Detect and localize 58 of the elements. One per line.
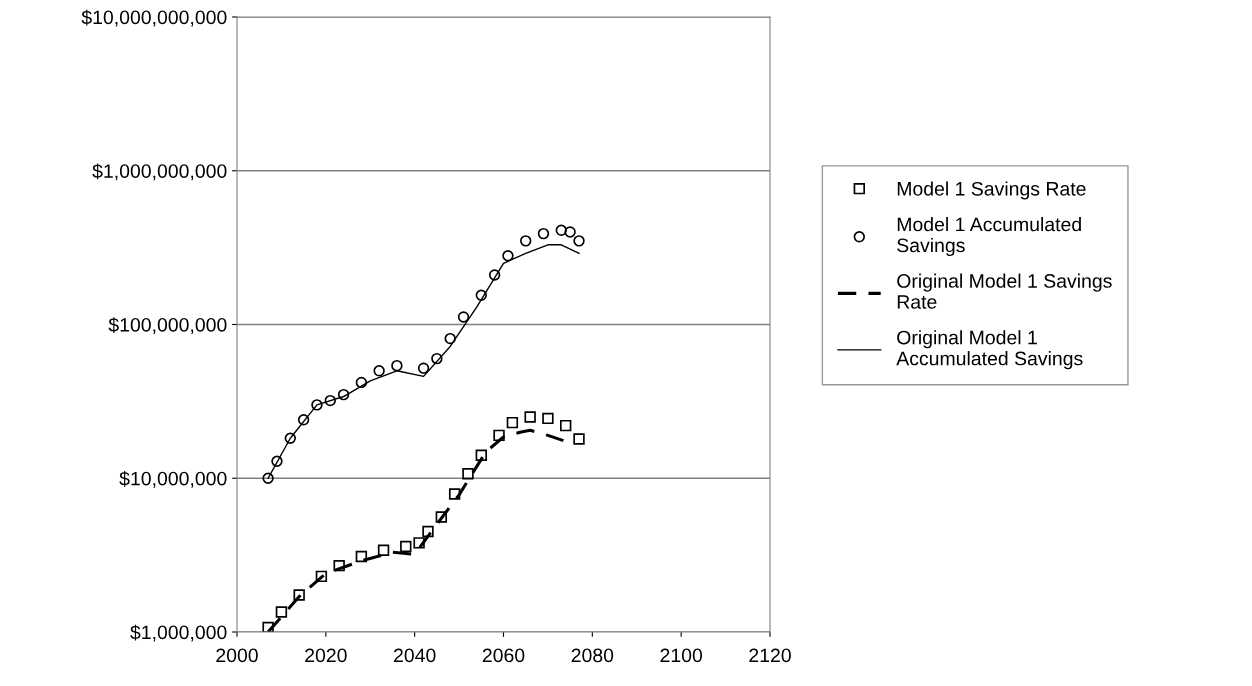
point [462, 468, 474, 480]
point [337, 388, 350, 401]
x-tick-label: 2020 [305, 648, 347, 663]
x-tick-label: 2100 [660, 648, 703, 663]
point [422, 525, 434, 538]
y-tick-label: $1,000,000 [130, 624, 227, 642]
point [524, 411, 536, 423]
point [400, 540, 412, 553]
legend-label: Original Model 1 Accumulated Savings [896, 330, 1083, 370]
point [431, 352, 443, 365]
point [297, 414, 310, 426]
point [275, 606, 288, 618]
legend-label: Model 1 Savings Rate [897, 181, 1086, 200]
point [475, 289, 487, 301]
point [324, 394, 336, 407]
y-tick-label: $10,000,000,000 [81, 9, 227, 27]
point [573, 433, 585, 445]
point [311, 399, 323, 411]
point [506, 416, 519, 429]
point [564, 226, 576, 238]
point [391, 359, 403, 372]
point [262, 472, 274, 484]
point [377, 544, 390, 556]
point [520, 235, 532, 247]
x-tick-label: 2060 [482, 648, 525, 663]
legend-label: Model 1 Accumulated Savings [897, 217, 1081, 257]
point [493, 429, 505, 442]
x-tick-label: 2080 [571, 648, 614, 663]
point [333, 559, 345, 572]
point [542, 412, 554, 425]
legend-label: Original Model 1 Savings Rate [897, 273, 1112, 309]
point [262, 621, 274, 632]
point [355, 376, 368, 389]
y-tick-label: $100,000,000 [108, 317, 227, 335]
point [284, 432, 296, 444]
point [435, 511, 448, 523]
point [559, 419, 572, 432]
point [315, 570, 328, 583]
point [355, 550, 368, 563]
y-tick-label: $1,000,000,000 [92, 163, 227, 181]
y-tick-label: $10,000,000 [119, 470, 227, 488]
x-tick-label: 2120 [749, 648, 791, 663]
point [537, 227, 550, 240]
point [502, 250, 514, 262]
point [457, 311, 470, 323]
point [448, 488, 461, 500]
point [488, 269, 501, 281]
point [417, 362, 430, 374]
x-tick-label: 2040 [394, 648, 436, 663]
point [475, 449, 487, 462]
point [413, 537, 425, 549]
x-tick-label: 2000 [216, 648, 258, 663]
point [555, 224, 567, 236]
point [573, 235, 585, 247]
point [444, 332, 456, 345]
point [293, 589, 305, 601]
point [271, 455, 283, 467]
point [373, 365, 385, 377]
